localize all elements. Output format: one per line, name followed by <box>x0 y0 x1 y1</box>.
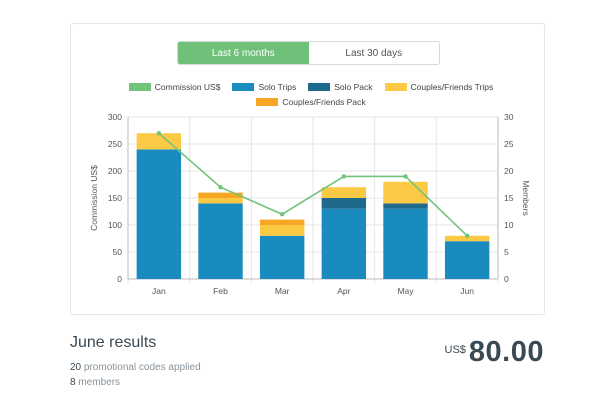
y2-tick-label-0: 0 <box>504 274 509 284</box>
y-tick-label-3: 150 <box>108 193 122 203</box>
bar-may-series-0 <box>383 208 428 279</box>
bar-may-series-2 <box>383 181 428 204</box>
y-tick-label-2: 100 <box>108 220 122 230</box>
tab-last-30-days[interactable]: Last 30 days <box>308 42 439 64</box>
bar-apr-series-1 <box>321 198 367 209</box>
legend-swatch-2 <box>308 83 331 91</box>
legend-item-3[interactable]: Couples/Friends Trips <box>384 82 494 92</box>
y2-tick-label-1: 5 <box>504 247 509 257</box>
x-tick-label-2: Mar <box>275 286 290 296</box>
y-tick-label-1: 50 <box>113 247 123 257</box>
line-point-0-5 <box>464 233 470 238</box>
currency-label: US$ <box>444 344 466 356</box>
y2-tick-label-4: 20 <box>504 166 514 176</box>
bar-may-series-1 <box>383 203 428 209</box>
period-toggle: Last 6 months Last 30 days <box>177 41 440 65</box>
bar-apr-series-2 <box>321 187 367 198</box>
legend-swatch-3 <box>384 83 407 91</box>
x-tick-label-0: Jan <box>152 286 166 296</box>
bar-feb-series-3 <box>198 192 243 198</box>
bar-mar-series-0 <box>259 235 305 279</box>
line-point-0-0 <box>156 131 162 136</box>
codes-applied: 20 promotional codes applied <box>70 362 201 373</box>
y-tick-label-5: 250 <box>108 139 122 149</box>
x-tick-label-1: Feb <box>213 286 228 296</box>
legend-item-0[interactable]: Commission US$ <box>128 82 221 92</box>
stacked-bar-chart: 0 50 100 150 200 250 300 0 5 10 15 20 25 30 Commission… <box>89 112 531 296</box>
bar-apr-series-0 <box>321 208 367 279</box>
legend-label-1: Solo Trips <box>258 82 297 92</box>
members-line: 8 members <box>70 377 120 388</box>
members-count: 8 <box>70 377 76 388</box>
bar-feb-series-2 <box>198 198 243 204</box>
bar-mar-series-3 <box>259 219 305 225</box>
chart-legend: Commission US$ Solo Trips Solo Pack Couples… <box>91 82 531 107</box>
tab-last-6-months[interactable]: Last 6 months <box>178 42 309 64</box>
bar-jan-series-2 <box>136 133 182 150</box>
line-point-0-4 <box>403 174 408 179</box>
y2-tick-label-3: 15 <box>504 193 514 203</box>
line-point-0-2 <box>279 212 285 217</box>
legend-swatch-0 <box>128 83 151 91</box>
legend-label-4: Couples/Friends Pack <box>282 97 366 107</box>
line-series-0 <box>158 132 468 237</box>
bar-mar-series-2 <box>259 225 305 236</box>
legend-item-4[interactable]: Couples/Friends Pack <box>256 97 366 107</box>
y-axis-title: Commission US$ <box>89 165 99 231</box>
legend-swatch-1 <box>232 83 255 91</box>
line-point-0-1 <box>218 185 223 190</box>
bar-feb-series-0 <box>198 203 243 279</box>
legend-swatch-4 <box>256 98 279 106</box>
legend-item-2[interactable]: Solo Pack <box>308 82 373 92</box>
legend-label-0: Commission US$ <box>154 82 221 92</box>
y-tick-label-0: 0 <box>117 274 122 284</box>
y2-axis-title: Members <box>521 180 531 215</box>
line-point-0-3 <box>341 174 347 179</box>
bar-jan-series-0 <box>136 149 182 279</box>
y2-tick-label-5: 25 <box>504 139 514 149</box>
x-tick-label-3: Apr <box>337 286 350 296</box>
x-tick-label-4: May <box>397 286 414 296</box>
amount-value: 80.00 <box>468 336 544 368</box>
legend-item-1[interactable]: Solo Trips <box>232 82 296 92</box>
x-tick-label-5: Jun <box>460 286 474 296</box>
codes-count: 20 <box>70 362 82 373</box>
y2-tick-label-6: 30 <box>504 112 514 122</box>
y2-tick-label-2: 10 <box>504 220 514 230</box>
bar-jun-series-0 <box>444 241 490 279</box>
legend-label-2: Solo Pack <box>334 82 373 92</box>
legend-label-3: Couples/Friends Trips <box>410 82 494 92</box>
commission-total: US$ 80.00 <box>445 336 544 369</box>
chart-card: Last 6 months Last 30 days Commission US… <box>70 23 545 315</box>
bar-jun-series-2 <box>444 235 490 242</box>
results-title: June results <box>70 334 157 351</box>
codes-text: promotional codes applied <box>83 362 201 373</box>
y-tick-label-6: 300 <box>108 112 122 122</box>
y-tick-label-4: 200 <box>108 166 122 176</box>
members-text: members <box>78 377 121 388</box>
